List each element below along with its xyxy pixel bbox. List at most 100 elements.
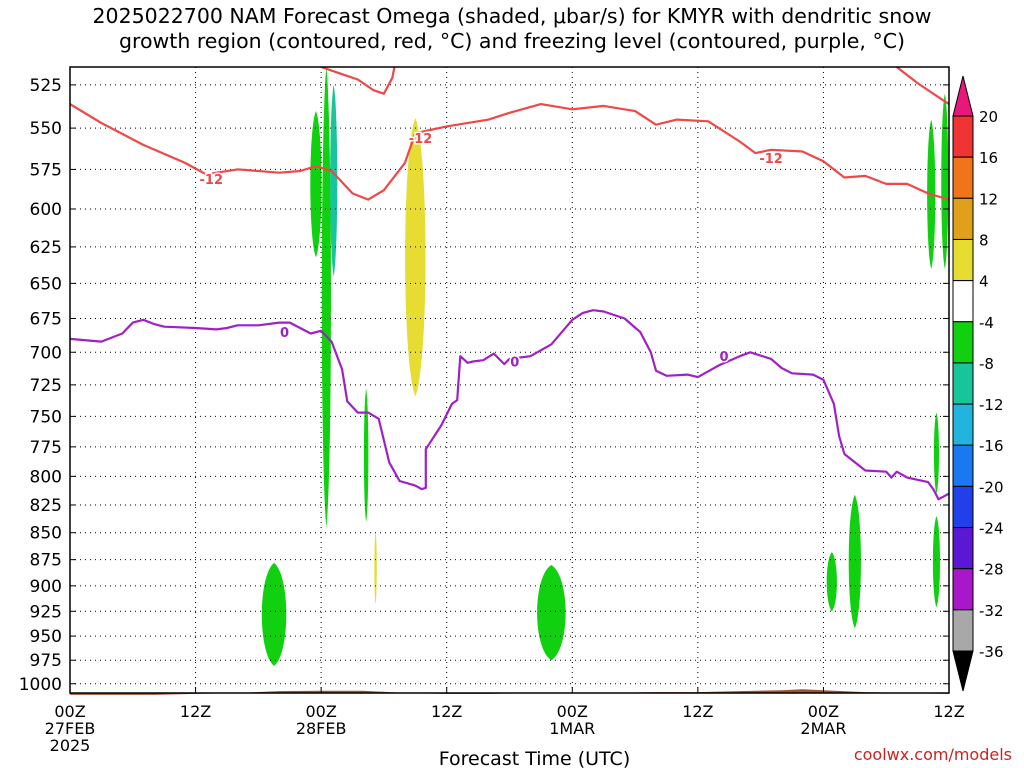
contour-layer: -12 -12 -12 0 0 0 xyxy=(70,67,949,501)
colorbar-level-label: -16 xyxy=(979,437,1004,455)
contour-label: -12 xyxy=(200,173,224,188)
colorbar-swatch xyxy=(952,197,974,240)
colorbar-under-triangle xyxy=(952,650,974,692)
colorbar-level-label: -8 xyxy=(979,355,994,373)
omega-shaded-region xyxy=(310,111,322,258)
colorbar-level-label: 16 xyxy=(979,149,998,167)
terrain-layer xyxy=(70,689,949,695)
x-tick-label: 00Z xyxy=(54,702,85,721)
x-tick-label: 12Z xyxy=(180,702,211,721)
omega-shaded-region xyxy=(261,562,287,666)
omega-shaded-region xyxy=(950,385,953,646)
x-tick-label: 00Z xyxy=(557,702,588,721)
colorbar-swatch xyxy=(952,280,974,323)
chart-title-line-1: 2025022700 NAM Forecast Omega (shaded, μ… xyxy=(92,4,932,28)
omega-shaded-region xyxy=(826,552,837,612)
x-tick-label: 00Z xyxy=(808,702,839,721)
omega-shaded-region xyxy=(950,67,952,339)
x-tick-label: 12Z xyxy=(682,702,713,721)
x-tick-label: 2025 xyxy=(50,736,91,755)
y-tick-label: 900 xyxy=(30,577,62,597)
y-tick-label: 775 xyxy=(30,438,62,458)
omega-shaded-region xyxy=(374,531,377,605)
contour-line xyxy=(896,67,949,106)
colorbar-level-label: -12 xyxy=(979,396,1004,414)
contour-label: -12 xyxy=(759,152,783,167)
omega-shaded-region xyxy=(848,494,861,629)
x-tick-label: 00Z xyxy=(305,702,336,721)
colorbar-swatch xyxy=(952,485,974,529)
y-tick-label: 950 xyxy=(30,627,62,647)
colorbar-swatch xyxy=(952,444,974,487)
credit-text: coolwx.com/models xyxy=(853,745,1012,764)
y-tick-label: 675 xyxy=(30,309,62,329)
colorbar-level-label: 20 xyxy=(979,108,998,126)
colorbar-level-label: -4 xyxy=(979,314,994,332)
x-tick-label: 12Z xyxy=(933,702,964,721)
contour-label: 0 xyxy=(510,355,519,370)
x-tick-label: 2MAR xyxy=(800,719,846,738)
contour-line xyxy=(70,103,949,205)
contour-line xyxy=(70,309,949,501)
y-tick-label: 700 xyxy=(30,343,62,363)
chart-title-line-2: growth region (contoured, red, °C) and f… xyxy=(118,29,906,53)
omega-shaded-region xyxy=(933,412,939,494)
y-tick-label: 850 xyxy=(30,524,62,544)
y-tick-label: 800 xyxy=(30,467,62,487)
colorbar-swatch xyxy=(952,115,974,158)
y-tick-label: 575 xyxy=(30,160,62,180)
y-tick-label: 975 xyxy=(30,651,62,671)
colorbar-level-label: -32 xyxy=(979,602,1004,620)
contour-label: -12 xyxy=(409,132,433,147)
colorbar-swatch xyxy=(952,238,974,282)
y-tick-label: 625 xyxy=(30,238,62,258)
omega-shaded-region xyxy=(330,84,338,277)
colorbar-swatch xyxy=(952,156,974,199)
x-tick-label: 1MAR xyxy=(549,719,595,738)
omega-shaded-region xyxy=(405,117,426,397)
colorbar-swatch xyxy=(952,568,974,611)
colorbar-level-label: 4 xyxy=(979,273,989,291)
omega-shaded-region xyxy=(321,67,331,528)
omega-shaded-region xyxy=(941,93,949,269)
colorbar-over-triangle xyxy=(952,75,974,117)
x-axis-title: Forecast Time (UTC) xyxy=(439,748,630,768)
colorbar: 20 16 12 8 4 -4 -8 -12 -16 -20 -24 -28 -32 -36 xyxy=(952,75,1004,692)
y-tick-label: 550 xyxy=(30,119,62,139)
colorbar-swatch xyxy=(952,403,974,446)
axes-layer: 525 550 575 600 625 650 675 700 725 750 775 800 825 8… xyxy=(19,66,965,768)
omega-shading-layer xyxy=(261,67,953,666)
x-tick-label: 12Z xyxy=(431,702,462,721)
colorbar-level-label: -20 xyxy=(979,478,1004,496)
x-tick-label: 28FEB xyxy=(296,719,347,738)
terrain-fill xyxy=(70,689,949,695)
y-tick-label: 1000 xyxy=(19,675,62,695)
grid-layer xyxy=(70,67,949,693)
colorbar-level-label: -24 xyxy=(979,520,1004,538)
omega-shaded-region xyxy=(363,388,369,522)
x-tick-label: 27FEB xyxy=(45,719,96,738)
y-tick-label: 650 xyxy=(30,274,62,294)
y-tick-label: 725 xyxy=(30,376,62,396)
omega-shaded-region xyxy=(537,564,566,661)
y-tick-label: 525 xyxy=(30,76,62,96)
colorbar-swatch xyxy=(952,527,974,570)
chart-title: 2025022700 NAM Forecast Omega (shaded, μ… xyxy=(0,4,1024,54)
contour-line xyxy=(320,67,396,95)
colorbar-swatch xyxy=(952,321,974,364)
colorbar-swatch xyxy=(952,362,974,405)
colorbar-level-label: 8 xyxy=(979,231,989,249)
colorbar-level-label: 12 xyxy=(979,190,998,208)
y-tick-label: 925 xyxy=(30,602,62,622)
contour-label: 0 xyxy=(280,326,289,341)
y-tick-label: 875 xyxy=(30,551,62,571)
colorbar-swatch xyxy=(952,609,974,652)
y-tick-label: 600 xyxy=(30,200,62,220)
omega-shaded-region xyxy=(932,516,941,608)
y-tick-label: 750 xyxy=(30,407,62,427)
y-tick-label: 825 xyxy=(30,496,62,516)
plot-frame xyxy=(69,66,950,694)
colorbar-level-label: -28 xyxy=(979,561,1004,579)
contour-label: 0 xyxy=(719,350,728,365)
